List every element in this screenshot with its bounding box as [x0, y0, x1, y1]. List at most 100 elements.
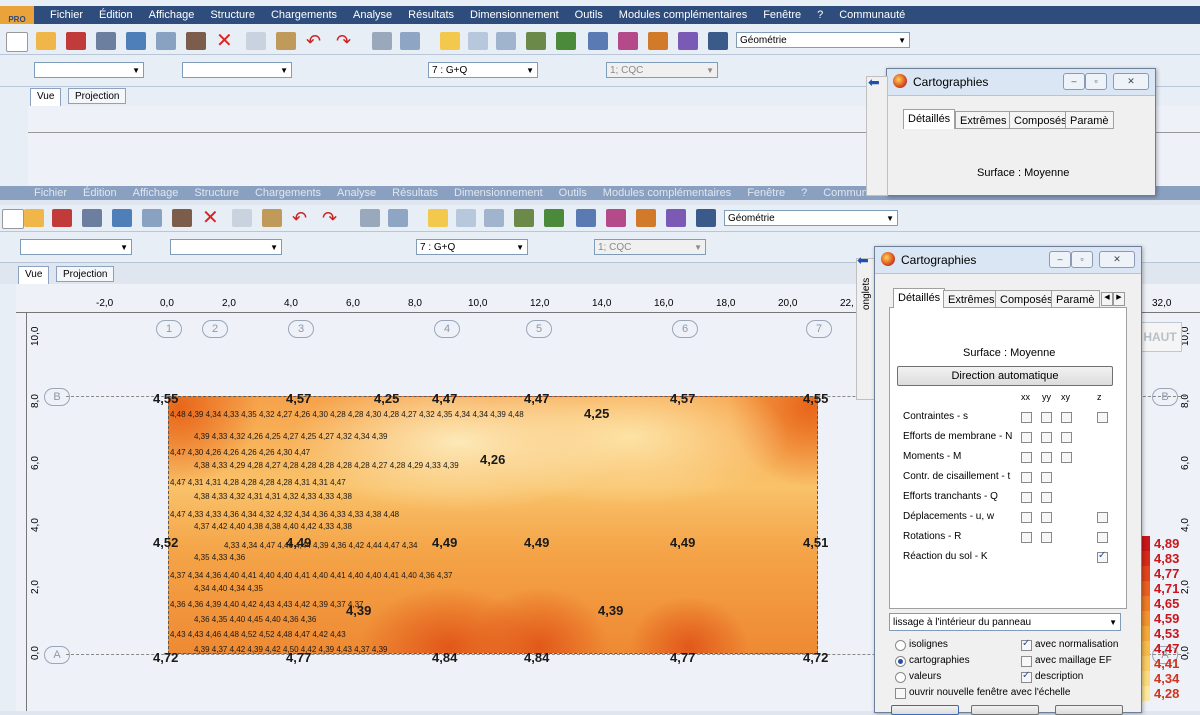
result-checkbox[interactable]: [1041, 412, 1052, 423]
menu-item[interactable]: Fichier: [50, 9, 84, 21]
preview-icon[interactable]: [142, 209, 162, 227]
book-icon[interactable]: [126, 32, 146, 50]
radio-maps[interactable]: [895, 656, 906, 667]
maximize-button[interactable]: ▫: [1085, 73, 1107, 90]
tab-scroll-left-icon[interactable]: ◀: [1101, 292, 1113, 306]
checkbox-fe-mesh[interactable]: [1021, 656, 1032, 667]
result-checkbox[interactable]: [1021, 472, 1032, 483]
tab-extremes[interactable]: Extrêmes: [955, 111, 1012, 129]
layout-select[interactable]: Géométrie ▼: [724, 210, 898, 226]
table-icon[interactable]: [388, 209, 408, 227]
result-checkbox[interactable]: [1061, 412, 1072, 423]
bar-select[interactable]: ▼: [170, 239, 282, 255]
lock-icon[interactable]: [440, 32, 460, 50]
case-select[interactable]: 7 : G+Q ▼: [416, 239, 528, 255]
calculator-icon[interactable]: [360, 209, 380, 227]
minimize-button[interactable]: ‒: [1049, 251, 1071, 268]
result-checkbox[interactable]: [1097, 532, 1108, 543]
result-checkbox[interactable]: [1097, 512, 1108, 523]
tab-composes[interactable]: Composés: [1009, 111, 1072, 129]
menu-item[interactable]: Outils: [574, 9, 603, 21]
result-checkbox[interactable]: [1021, 512, 1032, 523]
delete-icon[interactable]: ✕: [216, 30, 233, 52]
undo-icon[interactable]: ↶: [306, 31, 322, 51]
loads-icon[interactable]: [544, 209, 564, 227]
paste-icon[interactable]: [262, 209, 282, 227]
result-checkbox[interactable]: [1061, 432, 1072, 443]
menu-item[interactable]: Dimensionnement: [470, 9, 559, 21]
preview-icon[interactable]: [156, 32, 176, 50]
result-checkbox[interactable]: [1097, 550, 1108, 563]
zoom-icon[interactable]: [456, 209, 476, 227]
new-file-icon[interactable]: [2, 209, 24, 229]
menu-item[interactable]: Communauté: [839, 9, 906, 21]
report-icon[interactable]: [696, 209, 716, 227]
result-checkbox[interactable]: [1021, 432, 1032, 443]
smoothing-select[interactable]: lissage à l'intérieur du panneau ▼: [889, 613, 1121, 631]
copy-icon[interactable]: [246, 32, 266, 50]
result-checkbox[interactable]: [1041, 532, 1052, 543]
paste-icon[interactable]: [276, 32, 296, 50]
case-select[interactable]: 7 : G+Q ▼: [428, 62, 538, 78]
menu-item[interactable]: ?: [817, 9, 824, 21]
open-folder-icon[interactable]: [36, 32, 56, 50]
tab-vue[interactable]: Vue: [18, 266, 50, 284]
menu-item[interactable]: Chargements: [270, 9, 338, 21]
tab-projection[interactable]: Projection: [56, 266, 115, 282]
gear-icon[interactable]: [648, 32, 668, 50]
new-file-icon[interactable]: [6, 32, 28, 52]
tab-parameters[interactable]: Paramè: [1065, 111, 1114, 129]
zoom-window-icon[interactable]: [496, 32, 516, 50]
checkbox-description[interactable]: [1021, 670, 1032, 683]
result-checkbox[interactable]: [1021, 412, 1032, 423]
result-checkbox[interactable]: [1041, 452, 1052, 463]
tab-details[interactable]: Détaillés: [903, 109, 956, 129]
menu-item[interactable]: Affichage: [148, 9, 195, 21]
axis-row-bubble[interactable]: B: [44, 388, 70, 406]
onglets-label[interactable]: onglets: [861, 277, 872, 310]
axis-row-bubble-right[interactable]: A: [1152, 646, 1178, 664]
zoom-icon[interactable]: [468, 32, 488, 50]
redo-icon[interactable]: ↷: [336, 31, 352, 51]
menu-item[interactable]: ?: [801, 187, 808, 199]
tab-scroll-right-icon[interactable]: ▶: [1113, 292, 1125, 306]
result-checkbox[interactable]: [1061, 452, 1072, 463]
camera-icon[interactable]: [186, 32, 206, 50]
layout-select[interactable]: Géométrie ▼: [736, 32, 910, 48]
book-icon[interactable]: [112, 209, 132, 227]
help-button[interactable]: [1055, 705, 1123, 715]
axis-column-bubble[interactable]: 3: [288, 320, 314, 338]
table-icon[interactable]: [400, 32, 420, 50]
design-icon[interactable]: [606, 209, 626, 227]
tab-vue[interactable]: Vue: [30, 88, 62, 106]
tab-projection[interactable]: Projection: [68, 88, 127, 104]
axis-row-bubble-right[interactable]: B: [1152, 388, 1178, 406]
axis-column-bubble[interactable]: 4: [434, 320, 460, 338]
apply-button[interactable]: [891, 705, 959, 715]
menu-item[interactable]: Outils: [558, 187, 587, 199]
menu-item[interactable]: Fenêtre: [747, 187, 786, 199]
result-checkbox[interactable]: [1041, 472, 1052, 483]
result-checkbox[interactable]: [1021, 532, 1032, 543]
print-icon[interactable]: [82, 209, 102, 227]
result-checkbox[interactable]: [1021, 452, 1032, 463]
checkbox-new-window[interactable]: [895, 688, 906, 699]
arrow-left-icon[interactable]: ⬅: [857, 252, 869, 268]
open-folder-icon[interactable]: [24, 209, 44, 227]
result-checkbox[interactable]: [1021, 492, 1032, 503]
lock-icon[interactable]: [428, 209, 448, 227]
dialog-titlebar[interactable]: Cartographies ‒ ▫ ✕: [887, 69, 1155, 96]
tab-composes[interactable]: Composés: [995, 290, 1058, 308]
menu-item[interactable]: Fenêtre: [763, 9, 802, 21]
menu-item[interactable]: Fichier: [34, 187, 68, 199]
close-button[interactable]: ✕: [1113, 73, 1149, 90]
result-checkbox[interactable]: [1041, 432, 1052, 443]
minimize-button[interactable]: ‒: [1063, 73, 1085, 90]
loads-icon[interactable]: [556, 32, 576, 50]
node-select[interactable]: ▼: [34, 62, 144, 78]
report-icon[interactable]: [708, 32, 728, 50]
zoom-window-icon[interactable]: [484, 209, 504, 227]
result-checkbox[interactable]: [1041, 512, 1052, 523]
axis-column-bubble[interactable]: 5: [526, 320, 552, 338]
design-icon[interactable]: [618, 32, 638, 50]
